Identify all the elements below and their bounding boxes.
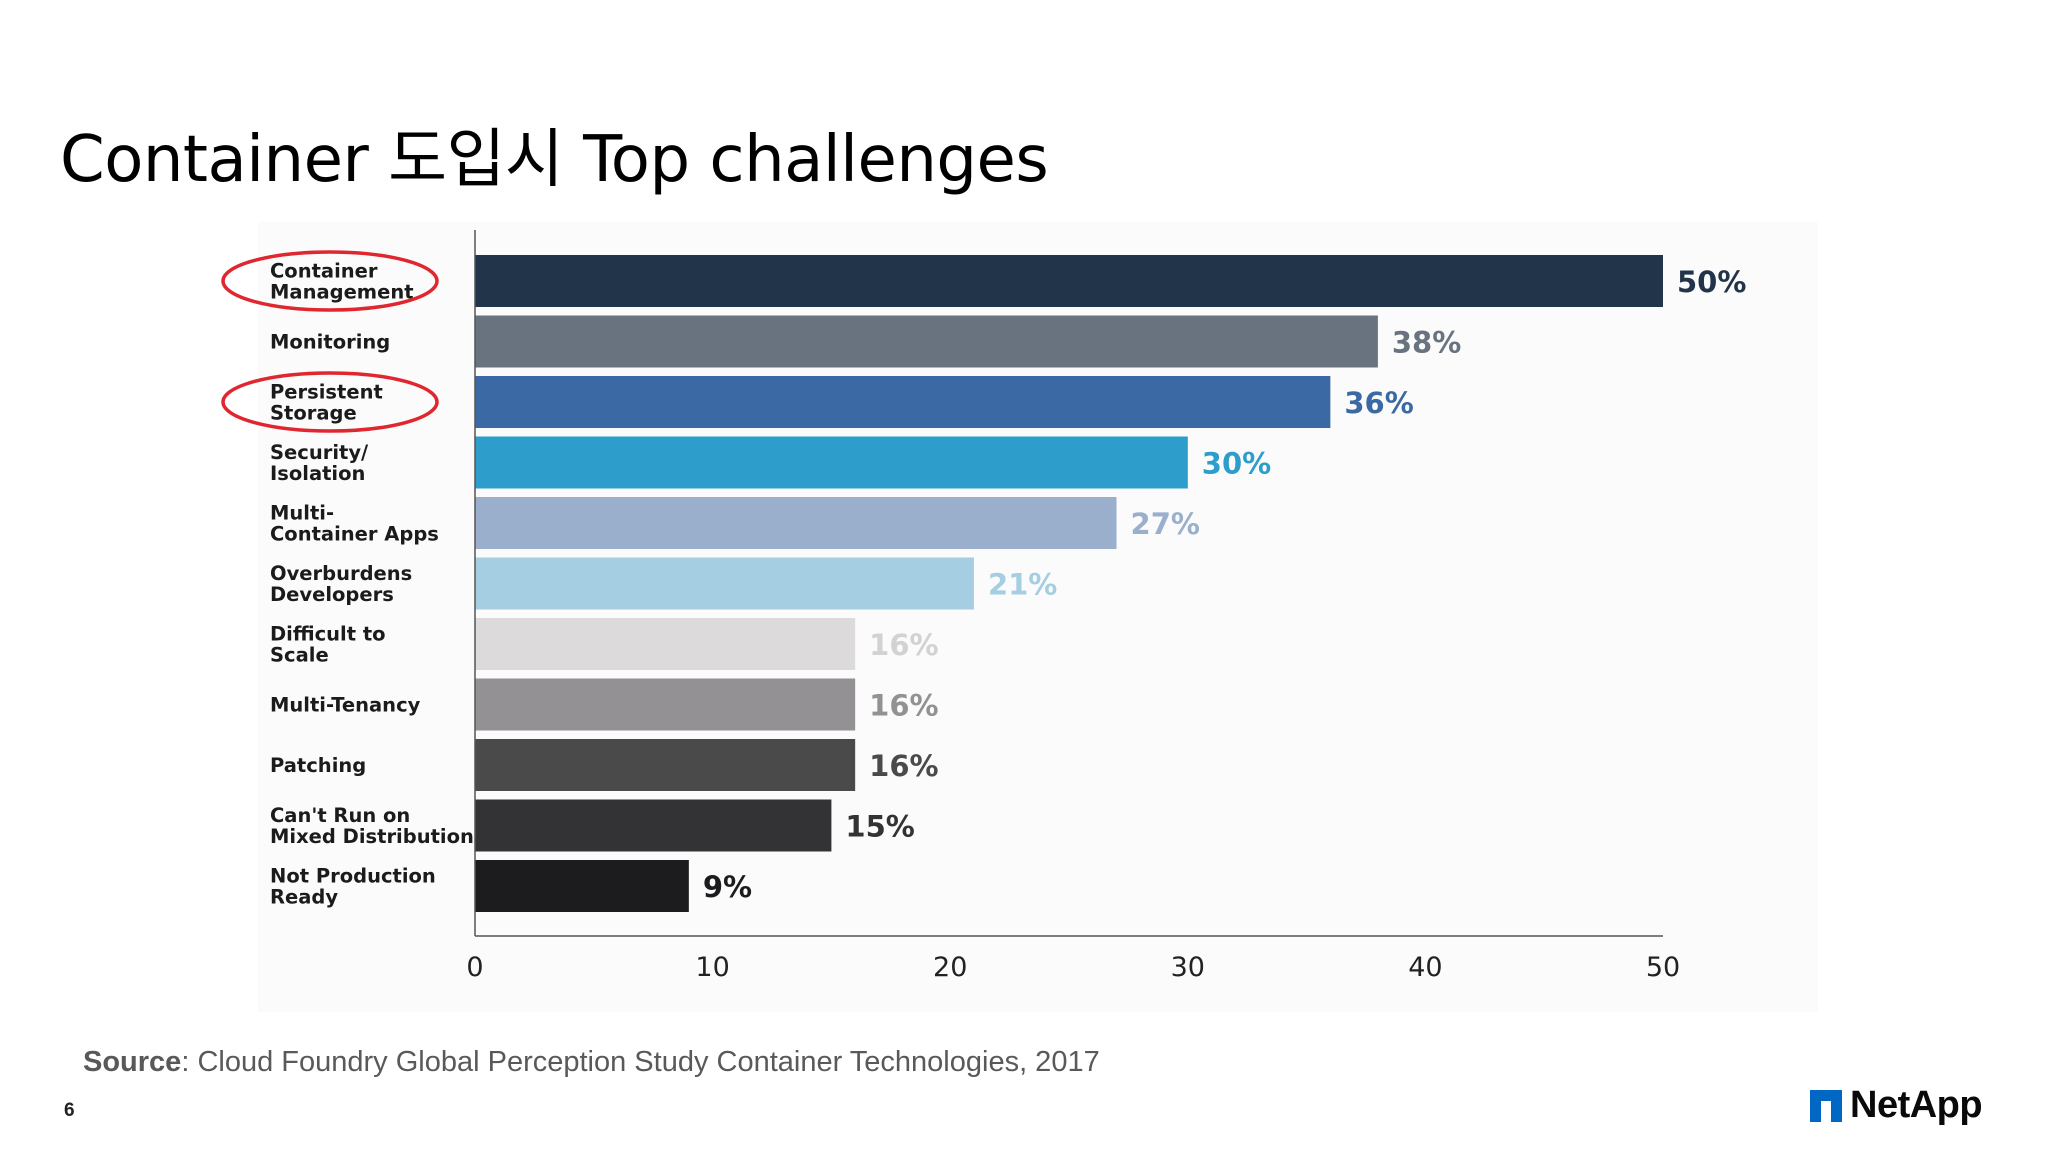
data-label: 16% [869,628,938,662]
bar [475,618,856,670]
x-tick-label: 40 [1408,952,1442,983]
bar [475,255,1663,307]
data-label: 16% [869,749,938,783]
bar [475,315,1378,368]
data-label: 38% [1392,326,1461,360]
x-tick-label: 50 [1646,952,1680,983]
category-label: Monitoring [270,331,390,354]
highlight-circle [221,250,439,312]
highlight-circle [221,371,439,433]
bar [475,678,856,731]
data-label: 27% [1131,507,1200,541]
netapp-logo-icon [1810,1089,1842,1122]
category-label: Not Production Ready [270,865,436,909]
bar [475,436,1188,489]
source-text: : Cloud Foundry Global Perception Study … [181,1046,1100,1078]
bar [475,497,1117,549]
logo-text: NetApp [1850,1084,1983,1126]
data-label: 9% [703,870,752,904]
bar [475,376,1331,428]
netapp-logo: NetApp [1810,1084,1983,1127]
x-tick-label: 0 [466,952,483,983]
category-label: Patching [270,754,366,777]
category-label: Multi-Tenancy [270,694,421,717]
category-label: Can't Run on Mixed Distribution [270,804,474,848]
bar [475,739,856,791]
slide-title: Container 도입시 Top challenges [60,123,1049,197]
data-label: 15% [845,810,914,844]
category-label: Security/Isolation [270,441,369,485]
source-label: Source [83,1046,182,1078]
bar [475,799,832,852]
bar [475,860,689,912]
page-number: 6 [64,1100,75,1121]
data-label: 16% [869,689,938,723]
bar [475,557,974,610]
category-label: Difficult to Scale [270,623,386,667]
x-tick-label: 10 [695,952,729,983]
source-note: Source: Cloud Foundry Global Perception … [83,1046,1100,1079]
category-label: Multi-Container Apps [270,502,439,546]
data-label: 30% [1202,447,1271,481]
x-tick-label: 20 [933,952,967,983]
data-label: 21% [988,568,1057,602]
category-label: Container Management [270,260,414,304]
data-label: 36% [1344,386,1413,420]
x-tick-label: 30 [1171,952,1205,983]
category-label: Overburdens Developers [270,562,412,606]
data-label: 50% [1677,265,1746,299]
category-label: Persistent Storage [270,381,383,425]
